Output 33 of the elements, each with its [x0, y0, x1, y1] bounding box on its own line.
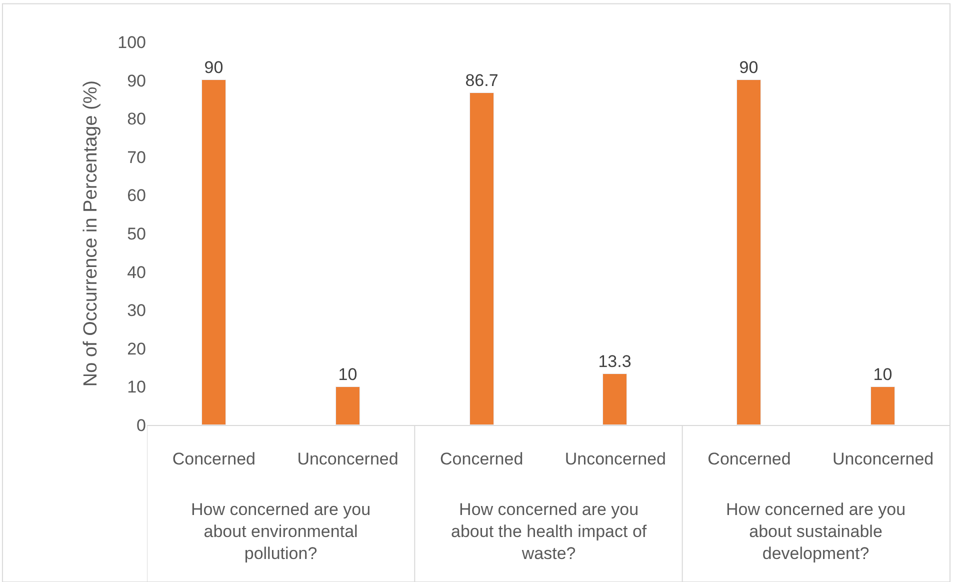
bar — [336, 386, 360, 425]
y-tick-label: 50 — [127, 224, 146, 244]
bar — [602, 374, 627, 425]
text: How concerned are you about sustainable development? — [726, 500, 906, 564]
x-tick-label: Unconcerned — [832, 449, 934, 468]
y-tick-label: 70 — [127, 148, 146, 167]
text: How concerned are you about the health impact of waste? — [451, 500, 647, 564]
bar — [736, 80, 761, 425]
y-tick-label: 80 — [127, 110, 146, 129]
bar — [470, 92, 494, 425]
x-tick-label: Unconcerned — [297, 449, 398, 468]
x-tick-label: Concerned — [172, 449, 256, 468]
bar — [202, 80, 226, 425]
y-tick-label: 0 — [136, 416, 146, 435]
x-tick-label: Unconcerned — [564, 449, 666, 468]
y-tick-label: 20 — [127, 339, 146, 358]
y-tick-label: 90 — [127, 71, 146, 90]
data-label: 10 — [873, 364, 892, 384]
data-label: 10 — [338, 364, 358, 384]
data-label: 13.3 — [598, 352, 632, 371]
text: How concerned are you about environmental pollution? — [191, 500, 371, 564]
data-label: 90 — [204, 58, 224, 77]
x-tick-label: Concerned — [440, 449, 524, 468]
y-tick-label: 30 — [127, 301, 146, 320]
x-tick-label: Concerned — [708, 449, 791, 468]
data-label: 86.7 — [465, 70, 498, 90]
bar — [870, 386, 895, 425]
y-axis-title: No of Occurrence in Percentage (%) — [80, 80, 102, 387]
data-label: 90 — [739, 58, 758, 77]
y-tick-label: 60 — [127, 186, 146, 206]
y-tick-label: 100 — [118, 32, 146, 52]
y-tick-label: 40 — [127, 262, 146, 282]
y-tick-label: 10 — [127, 378, 146, 397]
